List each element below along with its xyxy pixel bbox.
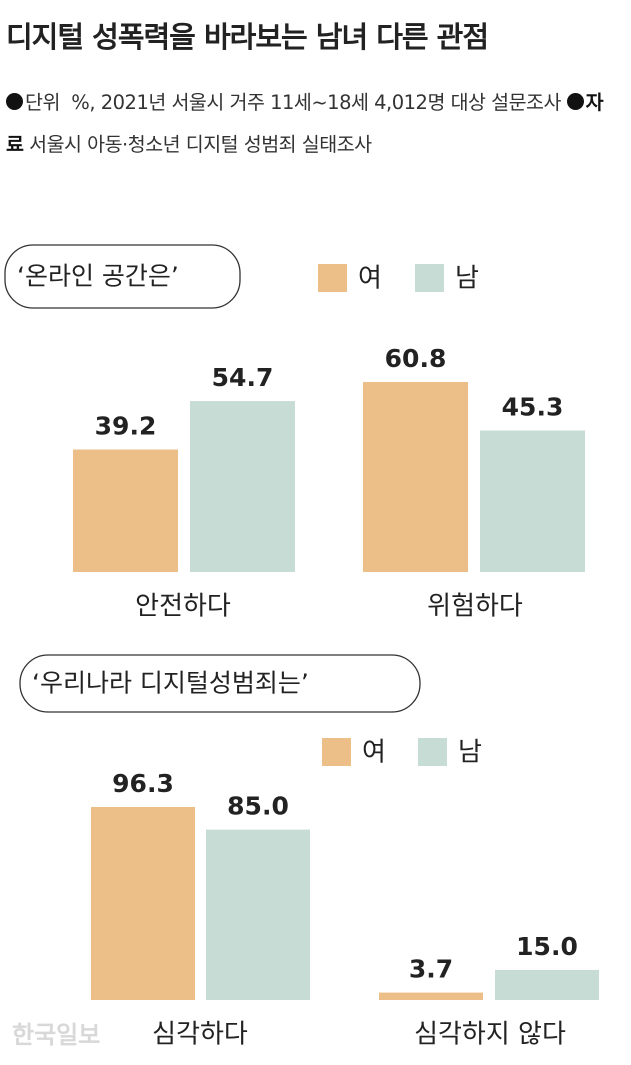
bullet: [6, 93, 23, 110]
legend-label: 여: [358, 264, 382, 294]
value-label: 96.3: [112, 769, 174, 798]
bar: [190, 401, 295, 572]
source-label: 자료: [6, 91, 604, 156]
note: 단위 %, 2021년 서울시 거주 11세~18세 4,012명 대상 설문조…: [6, 82, 606, 166]
legend-label: 여: [362, 738, 386, 768]
value-label: 39.2: [95, 412, 157, 441]
category-label: 위험하다: [427, 592, 523, 622]
subtitle-pill: [19, 654, 421, 713]
legend-swatch: [415, 264, 444, 292]
bar: [480, 430, 585, 572]
bar: [379, 992, 483, 1000]
unit-label: 단위: [25, 91, 60, 114]
bar: [73, 449, 178, 572]
value-label: 60.8: [385, 344, 447, 373]
bar: [363, 382, 468, 572]
header: 디지털 성폭력을 바라보는 남녀 다른 관점 단위 %, 2021년 서울시 거…: [6, 14, 606, 166]
bullet: [566, 93, 584, 110]
value-label: 45.3: [502, 392, 564, 421]
category-label: 심각하다: [152, 1020, 248, 1050]
chart-subtitle: ‘우리나라 디지털성범죄는’: [32, 669, 309, 698]
legend-swatch: [418, 738, 447, 766]
value-label: 15.0: [516, 932, 578, 961]
unit-text: %, 2021년 서울시 거주 11세~18세 4,012명 대상 설문조사: [71, 91, 561, 114]
category-label: 심각하지 않다: [414, 1020, 566, 1050]
title: 디지털 성폭력을 바라보는 남녀 다른 관점: [6, 20, 489, 54]
source-text: 서울시 아동·청소년 디지털 성범죄 실태조사: [29, 133, 372, 156]
subtitle-pill: [4, 244, 241, 309]
category-label: 안전하다: [135, 592, 231, 622]
legend-swatch: [322, 738, 351, 766]
bar: [495, 969, 599, 1000]
legend-label: 남: [458, 738, 482, 768]
watermark: 한국일보: [12, 1021, 100, 1049]
legend-swatch: [318, 264, 347, 292]
value-label: 85.0: [227, 792, 289, 821]
bar: [91, 807, 195, 1000]
value-label: 3.7: [409, 955, 453, 984]
bar: [206, 829, 310, 1000]
legend-label: 남: [455, 264, 479, 294]
value-label: 54.7: [212, 363, 274, 392]
chart-subtitle: ‘온라인 공간은’: [17, 262, 179, 291]
